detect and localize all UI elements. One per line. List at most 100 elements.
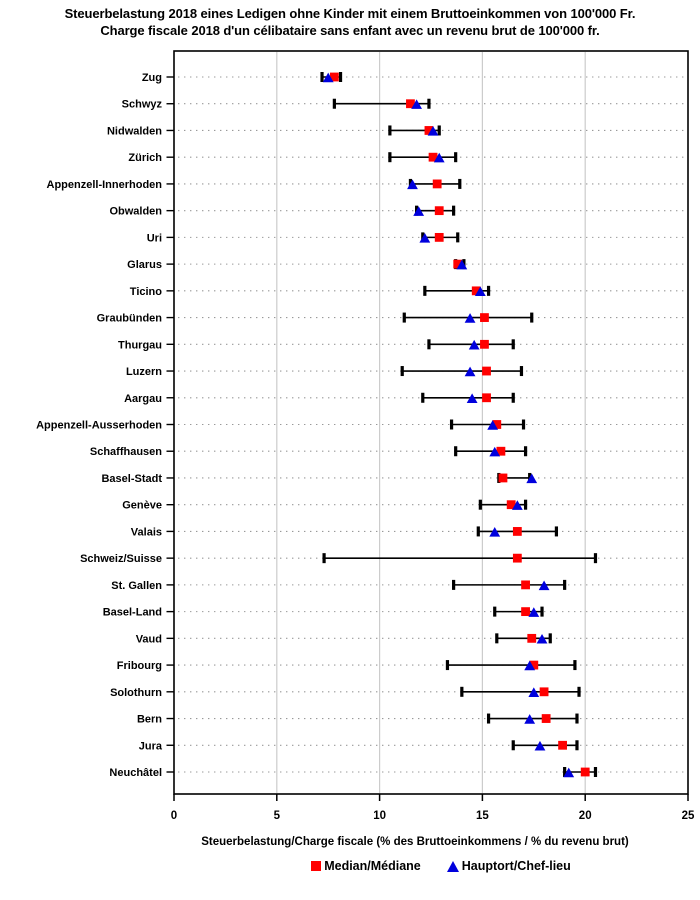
capital-marker (474, 286, 486, 297)
median-marker (580, 767, 590, 777)
median-marker (512, 527, 522, 536)
range-cap-min (476, 526, 480, 537)
canton-label: Bern (137, 714, 162, 726)
capital-marker (419, 232, 431, 243)
median-marker (496, 446, 506, 456)
range-cap-max (452, 205, 456, 216)
median-marker (453, 259, 463, 269)
range-cap-max (456, 232, 460, 243)
range-cap-min (486, 713, 491, 724)
canton-label: Vaud (136, 633, 162, 645)
capital-marker (413, 206, 425, 216)
median-marker (471, 286, 481, 296)
range-cap-min (495, 633, 499, 644)
capital-marker (538, 580, 550, 591)
range-cap-min (322, 553, 326, 564)
median-marker (521, 580, 530, 590)
range-cap-max (530, 312, 534, 323)
median-marker (424, 126, 434, 135)
chart-title: Steuerbelastung 2018 eines Ledigen ohne … (0, 5, 700, 39)
capital-marker (489, 446, 501, 457)
canton-label: Jura (139, 740, 163, 752)
range-cap-max (338, 72, 343, 82)
plot-frame (173, 50, 689, 795)
median-marker (329, 72, 339, 82)
range-cap-min (511, 740, 515, 751)
range-cap-max (575, 713, 579, 724)
range-cap-min (320, 72, 324, 82)
median-marker (428, 152, 438, 162)
legend-label-capital: Hauptort/Chef-lieu (461, 859, 571, 873)
range-cap-min (563, 767, 567, 777)
range-cap-max (563, 579, 567, 590)
range-cap-max (575, 740, 579, 751)
capital-marker (534, 740, 546, 751)
median-marker (434, 232, 444, 242)
chart-title-line1: Steuerbelastung 2018 eines Ledigen ohne … (64, 6, 636, 21)
range-cap-max (523, 499, 528, 510)
range-cap-min (388, 125, 392, 136)
range-cap-min (427, 339, 431, 350)
range-cap-min (423, 285, 427, 296)
capital-marker (433, 152, 445, 163)
median-marker (480, 339, 489, 349)
canton-label: Genève (122, 500, 162, 512)
capital-marker (524, 660, 536, 671)
median-marker (498, 473, 508, 483)
capital-marker (489, 527, 501, 537)
canton-label: Graubünden (97, 313, 163, 325)
dot-range-plot: Zug Schwyz Nidwalden Zürich Appenzell-Innerh… (36, 50, 695, 822)
median-square-icon (311, 861, 322, 871)
capital-marker (464, 366, 476, 377)
capital-marker (456, 259, 468, 270)
range-cap-max (454, 152, 458, 163)
range-cap-max (437, 125, 441, 136)
canton-label: St. Gallen (111, 580, 162, 592)
range-cap-max (577, 686, 581, 697)
x-tick-label: 10 (373, 810, 386, 822)
capital-triangle-icon (446, 860, 459, 872)
capital-marker (407, 179, 418, 190)
capital-marker (466, 393, 478, 403)
canton-label: Zug (142, 72, 162, 84)
range-cap-min (332, 98, 336, 109)
canton-label: Solothurn (110, 687, 162, 699)
median-marker (512, 553, 522, 563)
canton-label: Nidwalden (107, 125, 162, 137)
range-cap-max (519, 366, 524, 377)
legend-item-median: Median/Médiane (311, 859, 421, 873)
canton-label: Appenzell-Innerhoden (47, 179, 163, 191)
range-cap-min (388, 152, 392, 163)
range-cap-min (460, 686, 464, 697)
canton-label: Ticino (130, 286, 162, 298)
range-cap-max (573, 660, 577, 671)
range-cap-max (540, 606, 544, 617)
range-cap-max (548, 633, 552, 644)
range-cap-min (478, 499, 482, 510)
capital-marker (511, 500, 523, 510)
range-cap-max (511, 392, 515, 403)
median-marker (529, 660, 539, 670)
x-tick-label: 25 (682, 810, 695, 822)
range-cap-max (511, 339, 515, 350)
canton-label: Appenzell-Ausserhoden (36, 420, 162, 432)
legend: Median/Médiane Hauptort/Chef-lieu (180, 859, 700, 873)
median-marker (492, 420, 502, 429)
canton-label: Glarus (127, 259, 162, 271)
canton-label: Fribourg (117, 660, 162, 672)
legend-item-capital: Hauptort/Chef-lieu (446, 859, 571, 873)
median-marker (541, 714, 551, 723)
range-cap-min (421, 392, 425, 403)
median-marker (482, 393, 491, 403)
range-cap-min (445, 660, 450, 671)
canton-label: Aargau (124, 393, 162, 405)
capital-marker (528, 607, 540, 617)
median-marker (558, 740, 567, 750)
median-marker (406, 99, 415, 109)
x-axis-label: Steuerbelastung/Charge fiscale (% des Br… (201, 836, 629, 848)
range-cap-max (486, 285, 491, 296)
capital-marker (563, 767, 575, 778)
canton-label: Valais (131, 526, 162, 538)
range-cap-min (454, 446, 458, 457)
range-cap-max (593, 553, 598, 564)
